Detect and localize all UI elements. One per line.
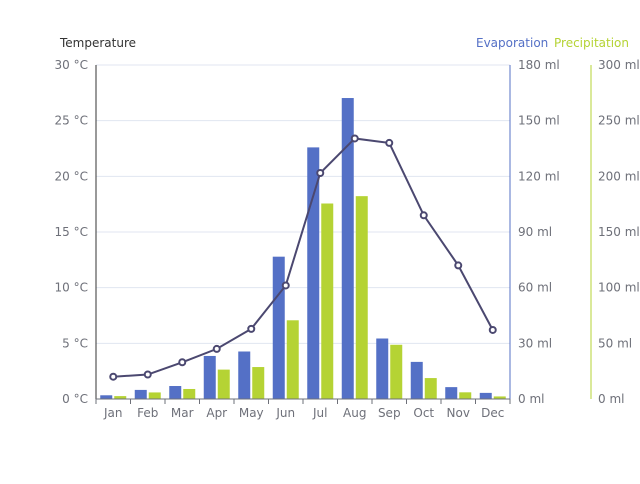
bar-precipitation bbox=[217, 369, 230, 399]
temperature-tick-label: 10 °C bbox=[55, 281, 88, 295]
temperature-tick-label: 0 °C bbox=[62, 392, 88, 406]
x-tick-label: Jan bbox=[103, 406, 123, 420]
precipitation-tick-label: 200 ml bbox=[598, 169, 640, 183]
grid-lines bbox=[96, 64, 510, 344]
bar-evaporation bbox=[410, 361, 423, 399]
temperature-tick-label: 20 °C bbox=[55, 169, 88, 183]
x-tick-label: Feb bbox=[137, 406, 158, 420]
bar-evaporation bbox=[479, 392, 492, 399]
bar-precipitation bbox=[390, 344, 403, 399]
precipitation-tick-label: 300 ml bbox=[598, 58, 640, 72]
precipitation-tick-label: 0 ml bbox=[598, 392, 624, 406]
precipitation-tick-label: 50 ml bbox=[598, 336, 632, 350]
bar-evaporation bbox=[134, 389, 147, 399]
temperature-point bbox=[178, 358, 187, 367]
x-tick-label: Nov bbox=[447, 406, 470, 420]
temperature-point bbox=[281, 281, 290, 290]
temperature-series-line bbox=[113, 137, 494, 378]
precipitation-tick-label: 250 ml bbox=[598, 114, 640, 128]
legend: Evaporation Precipitation bbox=[476, 36, 629, 50]
x-tick-label: Jun bbox=[275, 406, 295, 420]
evaporation-tick-label: 150 ml bbox=[518, 114, 560, 128]
bar-precipitation bbox=[355, 196, 368, 399]
bar-precipitation bbox=[493, 396, 506, 399]
precipitation-tick-label: 100 ml bbox=[598, 281, 640, 295]
bar-evaporation bbox=[203, 355, 216, 399]
bar-evaporation bbox=[100, 395, 113, 399]
precipitation-tick-label: 150 ml bbox=[598, 225, 640, 239]
x-tick-label: Mar bbox=[171, 406, 194, 420]
temperature-point bbox=[419, 211, 428, 220]
x-tick-label: Sep bbox=[378, 406, 401, 420]
bars bbox=[100, 98, 506, 399]
bar-precipitation bbox=[286, 320, 299, 399]
bar-precipitation bbox=[321, 203, 334, 399]
bar-precipitation bbox=[459, 392, 472, 399]
temperature-point bbox=[247, 324, 256, 333]
axes: 0 °C 0 ml 0 ml 5 °C 30 ml 50 ml 10 °C 60 ml 100 … bbox=[55, 58, 640, 420]
temperature-point bbox=[350, 134, 359, 143]
bar-precipitation bbox=[252, 367, 265, 399]
bar-precipitation bbox=[183, 388, 196, 399]
evaporation-tick-label: 60 ml bbox=[518, 281, 552, 295]
temperature-tick-label: 15 °C bbox=[55, 225, 88, 239]
x-tick-label: Apr bbox=[206, 406, 227, 420]
legend-evaporation[interactable]: Evaporation bbox=[476, 36, 548, 50]
evaporation-tick-label: 0 ml bbox=[518, 392, 544, 406]
x-tick-label: Oct bbox=[413, 406, 434, 420]
bar-evaporation bbox=[272, 256, 285, 399]
x-tick-label: Aug bbox=[343, 406, 366, 420]
temperature-tick-label: 5 °C bbox=[62, 336, 88, 350]
bar-evaporation bbox=[238, 351, 251, 399]
temperature-tick-label: 25 °C bbox=[55, 114, 88, 128]
temperature-point bbox=[109, 372, 118, 381]
evaporation-tick-label: 180 ml bbox=[518, 58, 560, 72]
temperature-point bbox=[316, 168, 325, 177]
bar-evaporation bbox=[169, 386, 182, 399]
legend-precipitation[interactable]: Precipitation bbox=[554, 36, 629, 50]
evaporation-tick-label: 120 ml bbox=[518, 169, 560, 183]
temperature-point bbox=[488, 325, 497, 334]
temperature-tick-label: 30 °C bbox=[55, 58, 88, 72]
temperature-line bbox=[109, 134, 497, 381]
temperature-axis-title: Temperature bbox=[59, 36, 136, 50]
bar-evaporation bbox=[376, 338, 389, 399]
bar-precipitation bbox=[424, 378, 437, 399]
x-tick-label: May bbox=[239, 406, 264, 420]
bar-evaporation bbox=[341, 98, 354, 399]
temperature-point bbox=[143, 370, 152, 379]
bar-precipitation bbox=[148, 392, 161, 399]
temperature-point bbox=[212, 344, 221, 353]
x-tick-label: Dec bbox=[481, 406, 504, 420]
x-tick-label: Jul bbox=[312, 406, 327, 420]
temperature-point bbox=[454, 261, 463, 270]
bar-evaporation bbox=[445, 387, 458, 399]
temperature-point bbox=[385, 138, 394, 147]
evaporation-tick-label: 90 ml bbox=[518, 225, 552, 239]
bar-precipitation bbox=[114, 396, 127, 399]
evaporation-tick-label: 30 ml bbox=[518, 336, 552, 350]
bar-evaporation bbox=[307, 147, 320, 399]
